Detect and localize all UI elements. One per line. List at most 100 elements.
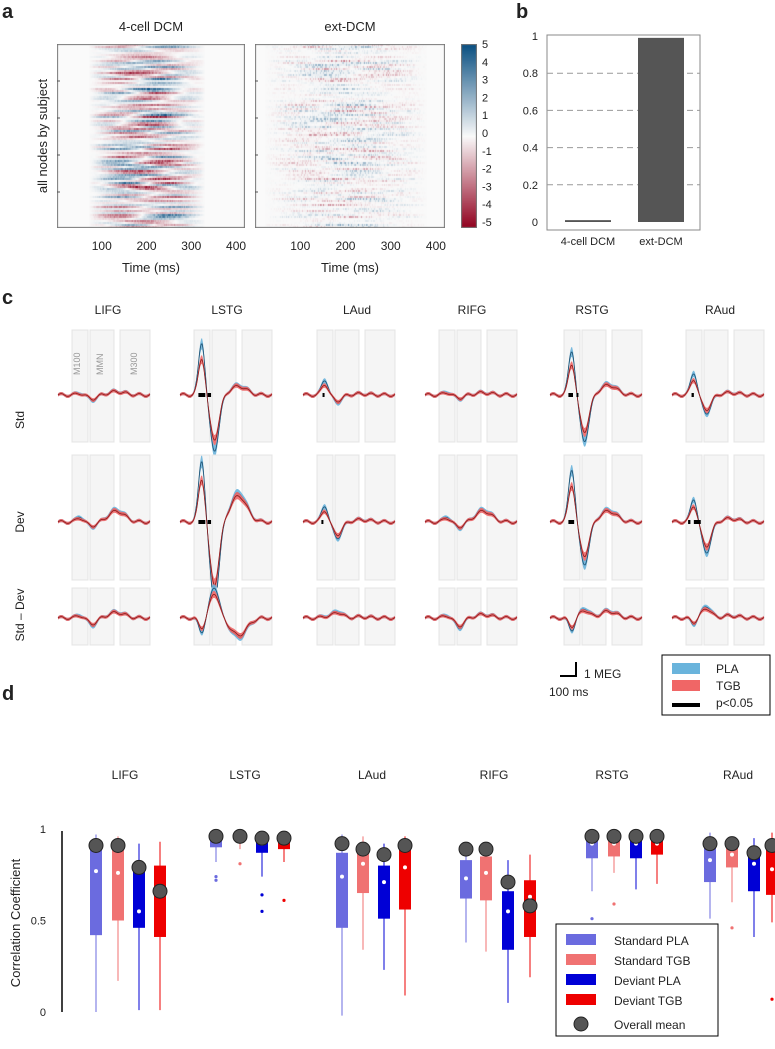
box-lstg-3 [276,830,292,902]
colorbar-tick-label: 2 [482,92,488,104]
box [502,891,514,950]
mean-marker [649,828,665,844]
waveform-line-tgb [549,486,643,558]
waveform-band-pla [180,584,272,641]
legend-label-mean: Overall mean [614,1018,685,1032]
mean-marker [724,836,740,852]
y-axis-label-d: Correlation Coefficient [8,858,23,987]
box [112,847,124,921]
legend-swatch-d-2 [566,974,596,985]
box [608,839,620,857]
significance-bar [688,520,691,524]
legend-swatch-0 [672,663,700,674]
heatmap-title-4-cell: 4-cell DCM [119,19,183,34]
box-lifg-2 [131,843,147,1011]
row-label-1: Dev [13,511,27,532]
significance-bar [576,393,579,397]
y-tick-label-d: 1 [40,824,46,836]
box [133,867,145,928]
mean-marker [522,898,538,914]
time-window-box [733,329,765,443]
bar-4-cell-dcm [565,220,611,222]
significance-bar [568,520,575,524]
heatmap-ext-dcm [255,44,445,228]
box-raud-2 [746,838,762,937]
median-point [382,880,386,885]
mean-marker [110,837,126,853]
colorbar-tick-label: -3 [482,181,492,193]
colorbar-tick-label: 1 [482,110,488,122]
x-tick-label: 300 [181,239,201,253]
heatmap-4-cell-dcm [57,44,245,228]
median-point [484,870,488,875]
category-label: ext-DCM [639,236,682,248]
region-title-lstg: LSTG [211,303,242,317]
box-rstg-3 [649,828,665,884]
box-rstg-1 [606,828,622,906]
median-point [403,865,407,870]
mean-marker [276,830,292,846]
category-label: 4-cell DCM [561,236,615,248]
box-lifg-3 [152,841,168,1011]
time-window-box [89,454,115,581]
time-window-box [89,329,115,443]
x-tick-label: 200 [335,239,355,253]
mean-marker [208,828,224,844]
y-tick-label: 0.2 [523,180,538,192]
outlier-point [590,917,594,921]
mean-marker [458,841,474,857]
median-point [528,894,532,899]
box-raud-1 [724,836,740,930]
time-window-box [364,454,396,581]
y-tick-label: 0 [532,217,538,229]
box-lifg-1 [110,836,126,981]
colorbar-tick-label: 3 [482,75,488,87]
box [630,839,642,859]
mean-marker [500,874,516,890]
region-title-laud: LAud [343,303,371,317]
waveform-band-tgb [425,611,517,630]
waveform-line-tgb [57,390,151,401]
waveform-line-tgb [302,612,396,620]
outlier-point [730,926,734,930]
time-window-box [486,454,518,581]
box-raud-3 [764,832,775,1001]
significance-bar [322,393,325,397]
outlier-point [214,874,218,879]
x-tick-label: 300 [381,239,401,253]
legend-mean-marker [573,1016,589,1032]
bar-axes-frame [546,34,701,231]
box [357,849,369,894]
time-window-box [456,454,482,581]
median-point [137,909,141,914]
legend-label-0: PLA [716,662,739,676]
significance-bar [568,393,573,397]
region-title-d-rifg: RIFG [480,768,509,782]
mean-marker [152,883,168,899]
outlier-point [238,862,242,866]
waveform-band-tgb [303,610,395,621]
x-tick-label: 100 [92,239,112,253]
time-window-box [703,329,729,443]
waveform-line-tgb [549,610,643,628]
time-window-box [241,454,273,581]
significance-bar [691,393,694,397]
region-title-rstg: RSTG [575,303,608,317]
bar-ext-dcm [638,37,684,222]
waveform-line-tgb [671,380,765,412]
time-window-box [486,329,518,443]
box [399,845,411,910]
heatmap-title-ext: ext-DCM [324,19,375,34]
colorbar-tick-label: -4 [482,199,492,211]
significance-bar [693,520,701,524]
significance-bar [207,520,212,524]
box-rstg-0 [584,828,600,921]
x-tick-label: 400 [426,239,446,253]
colorbar-tick-label: 5 [482,39,488,51]
box-lifg-0 [88,834,104,1012]
waveform-line-tgb [549,364,643,433]
median-point [708,858,712,863]
mean-marker [764,837,775,853]
mean-marker [355,841,371,857]
